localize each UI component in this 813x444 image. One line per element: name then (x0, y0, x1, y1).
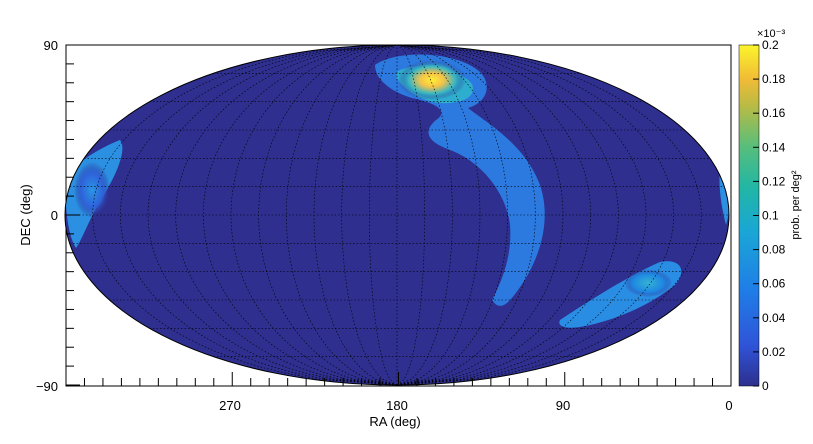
x-axis (65, 372, 732, 386)
grid-meridian (396, 45, 564, 385)
colorbar-tick-label: 0.02 (762, 345, 786, 359)
grid-meridian (396, 45, 425, 385)
grid-meridian (396, 45, 508, 385)
grid-meridian (396, 45, 647, 385)
x-axis-title: RA (deg) (369, 414, 420, 429)
y-axis (66, 44, 80, 386)
west-edge-core (74, 162, 110, 218)
grid-meridian (120, 45, 398, 385)
colorbar-tick-label: 0.16 (762, 106, 786, 120)
southern-core (624, 269, 672, 297)
grid-meridian (230, 45, 398, 385)
y-tick-label: 90 (44, 38, 58, 53)
grid-meridian (341, 45, 398, 385)
grid-meridian (396, 45, 591, 385)
colorbar-tick-label: 0.2 (762, 38, 779, 52)
grid-meridian (313, 45, 398, 385)
grid-meridian (258, 45, 398, 385)
grid-meridian (175, 45, 398, 385)
colorbar-tick-label: 0 (762, 379, 769, 393)
colorbar-ticks: 0 0.02 0.04 0.06 0.08 0.1 0.12 0.14 0.16 0.18 0.2 (753, 38, 786, 393)
x-tick-label: 0 (725, 398, 732, 413)
colorbar-tick-label: 0.14 (762, 140, 786, 154)
grid-meridian (369, 45, 398, 385)
y-axis-title: DEC (deg) (18, 184, 33, 245)
x-tick-label: 180 (386, 398, 408, 413)
colorbar-tick-label: 0.12 (762, 174, 786, 188)
sky-ellipse-outline (64, 44, 730, 386)
grid-meridian (396, 45, 453, 385)
colorbar-tick-label: 0.18 (762, 72, 786, 86)
sky-grid (65, 45, 729, 385)
grid-meridian (396, 45, 619, 385)
colorbar-tick-label: 0.08 (762, 243, 786, 257)
grid-meridian (286, 45, 398, 385)
high-prob-band (375, 54, 545, 306)
x-tick-label: 270 (219, 398, 241, 413)
grid-meridian (203, 45, 398, 385)
colorbar-tick-label: 0.04 (762, 311, 786, 325)
x-tick-label: 90 (556, 398, 570, 413)
y-tick-label: 0 (51, 208, 58, 223)
peak-hotspot (398, 60, 466, 100)
grid-meridian (396, 45, 674, 385)
y-tick-label: −90 (36, 379, 58, 394)
colorbar-tick-label: 0.06 (762, 277, 786, 291)
colorbar-tick-label: 0.1 (762, 209, 779, 223)
colorbar-title: prob. per deg² (790, 170, 802, 239)
sky-ellipse (65, 45, 729, 385)
grid-meridian (396, 45, 536, 385)
grid-meridian (147, 45, 398, 385)
colorbar-exponent: ×10⁻³ (757, 28, 785, 40)
grid-meridian (396, 45, 481, 385)
